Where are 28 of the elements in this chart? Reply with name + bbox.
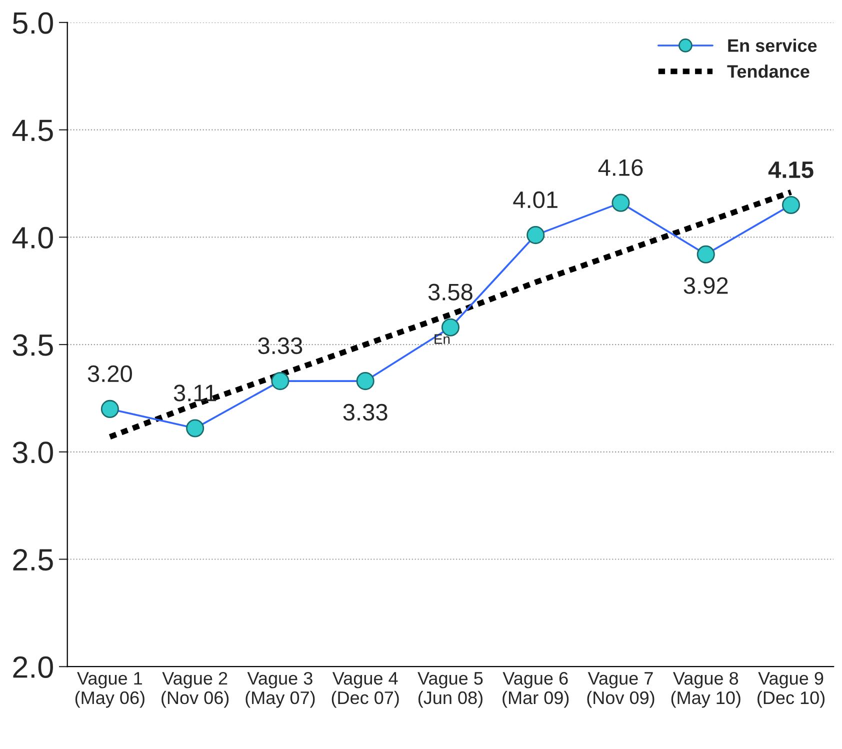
x-tick-label: Vague 4 (Dec 07) bbox=[332, 672, 399, 708]
data-label: 3.92 bbox=[684, 277, 728, 294]
data-label: 4.15 bbox=[768, 162, 814, 178]
x-tick-label: Vague 5 (Jun 08) bbox=[418, 672, 483, 708]
data-label: 3.58 bbox=[428, 284, 472, 300]
x-tick-label: Vague 2 (Nov 06) bbox=[162, 672, 229, 708]
data-label: 3.11 bbox=[174, 384, 216, 402]
x-tick-label: Vague 8 (May 10) bbox=[671, 672, 740, 708]
x-tick-label: Vague 1 (May 06) bbox=[75, 672, 144, 708]
y-tick-label: 3.0 bbox=[12, 442, 53, 464]
data-label: 4.01 bbox=[513, 191, 558, 208]
y-tick-label: 2.0 bbox=[13, 656, 53, 678]
x-tick-label: Vague 3 (May 07) bbox=[246, 672, 315, 708]
y-tick-label: 4.5 bbox=[12, 120, 53, 142]
data-label: 3.20 bbox=[88, 365, 132, 382]
y-tick-label: 2.5 bbox=[13, 548, 53, 571]
x-tick-label: Vague 6 (Mar 09) bbox=[502, 672, 569, 708]
y-tick-label: 3.5 bbox=[12, 334, 53, 356]
y-tick-label: 4.0 bbox=[12, 226, 53, 249]
data-label: 3.33 bbox=[258, 337, 302, 354]
legend-label: Tendance bbox=[727, 64, 810, 78]
x-tick-label: Vague 9 (Dec 10) bbox=[758, 672, 825, 708]
y-tick-label: 5.0 bbox=[12, 12, 53, 34]
x-tick-label: Vague 7 (Nov 09) bbox=[587, 672, 654, 708]
annotation: En bbox=[434, 334, 450, 344]
data-label: 3.33 bbox=[343, 404, 388, 421]
data-label: 4.16 bbox=[598, 159, 643, 176]
legend-label: En service bbox=[728, 38, 817, 52]
